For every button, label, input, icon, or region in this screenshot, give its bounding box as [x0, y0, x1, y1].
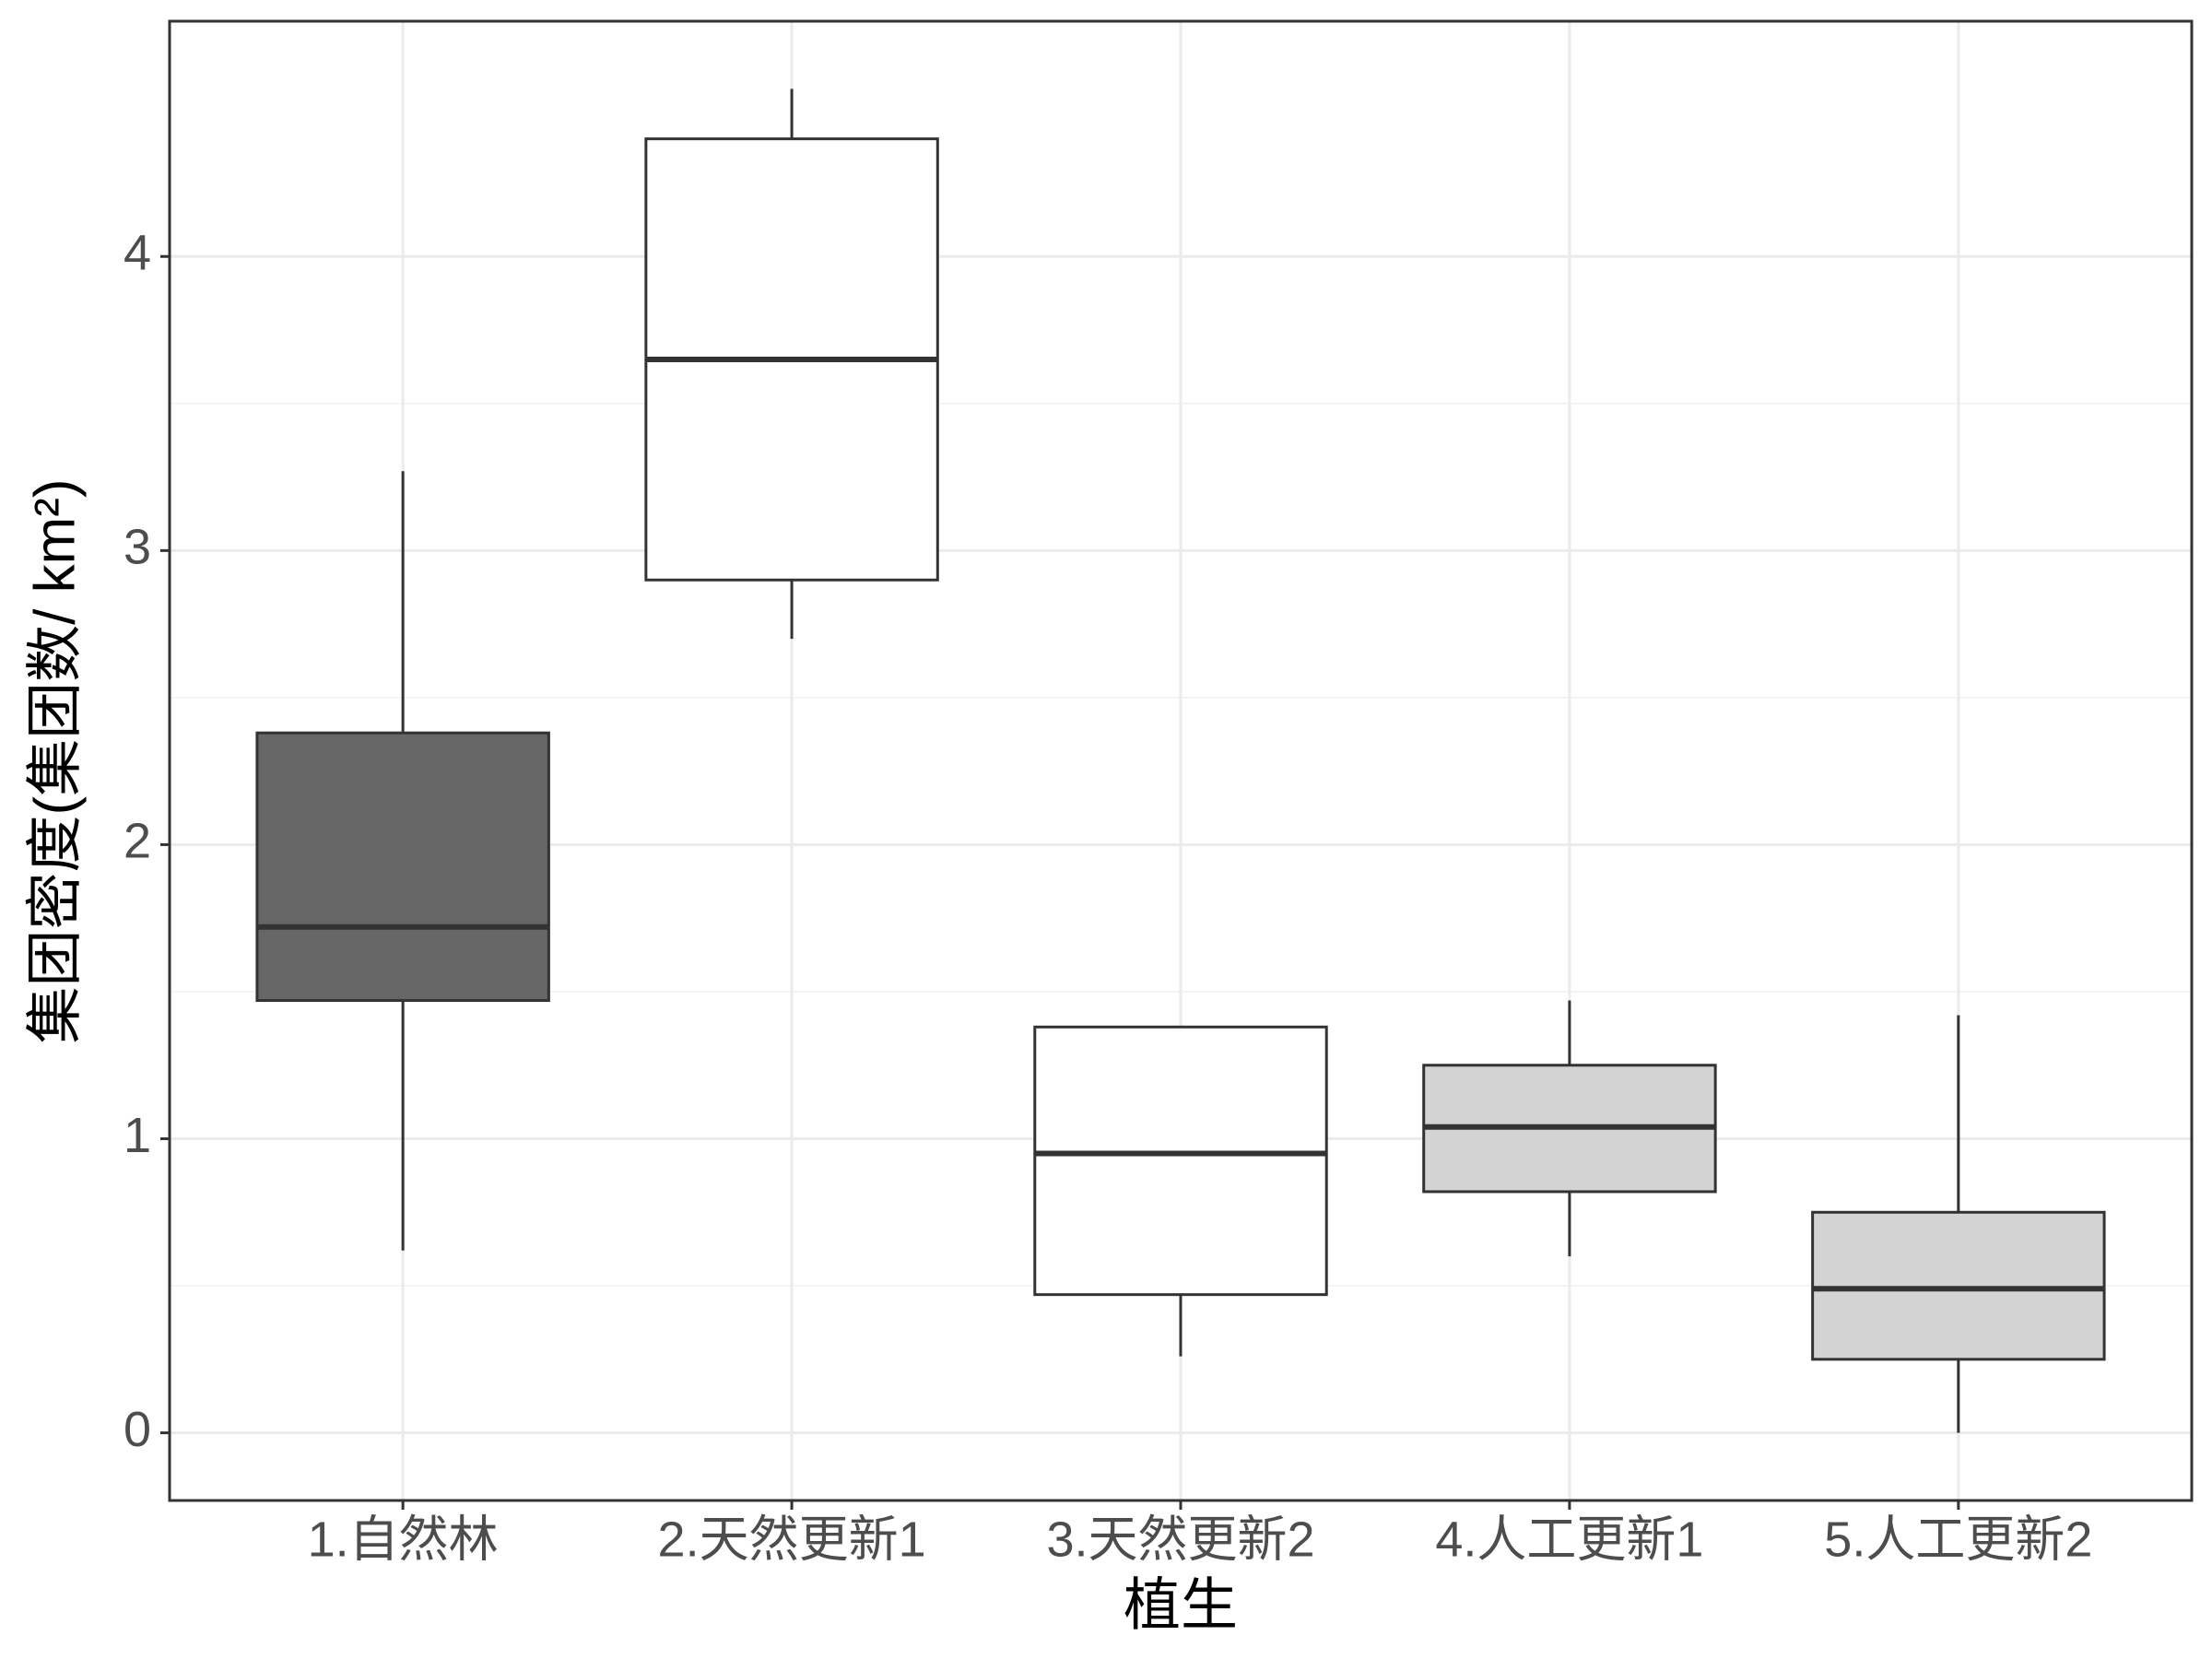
- box: [1811, 1210, 2106, 1361]
- x-axis-title: 植生: [1124, 1573, 1238, 1637]
- y-axis-title: 集团密度(集团数/ km²): [23, 478, 87, 1043]
- x-tick-label: 2.天然更新1: [658, 1512, 926, 1567]
- box: [1033, 1025, 1328, 1297]
- y-tick-label: 1: [124, 1108, 151, 1163]
- y-tick-label: 0: [124, 1402, 151, 1457]
- x-tick-label: 4.人工更新1: [1435, 1512, 1703, 1567]
- y-tick-label: 2: [124, 814, 151, 869]
- y-tick-label: 4: [124, 226, 151, 281]
- x-tick-label: 1.自然林: [308, 1512, 499, 1567]
- y-tick-label: 3: [124, 520, 151, 575]
- x-tick-label: 3.天然更新2: [1046, 1512, 1314, 1567]
- panel-border: [168, 19, 2194, 1502]
- box: [255, 731, 550, 1003]
- x-tick-label: 5.人工更新2: [1824, 1512, 2092, 1567]
